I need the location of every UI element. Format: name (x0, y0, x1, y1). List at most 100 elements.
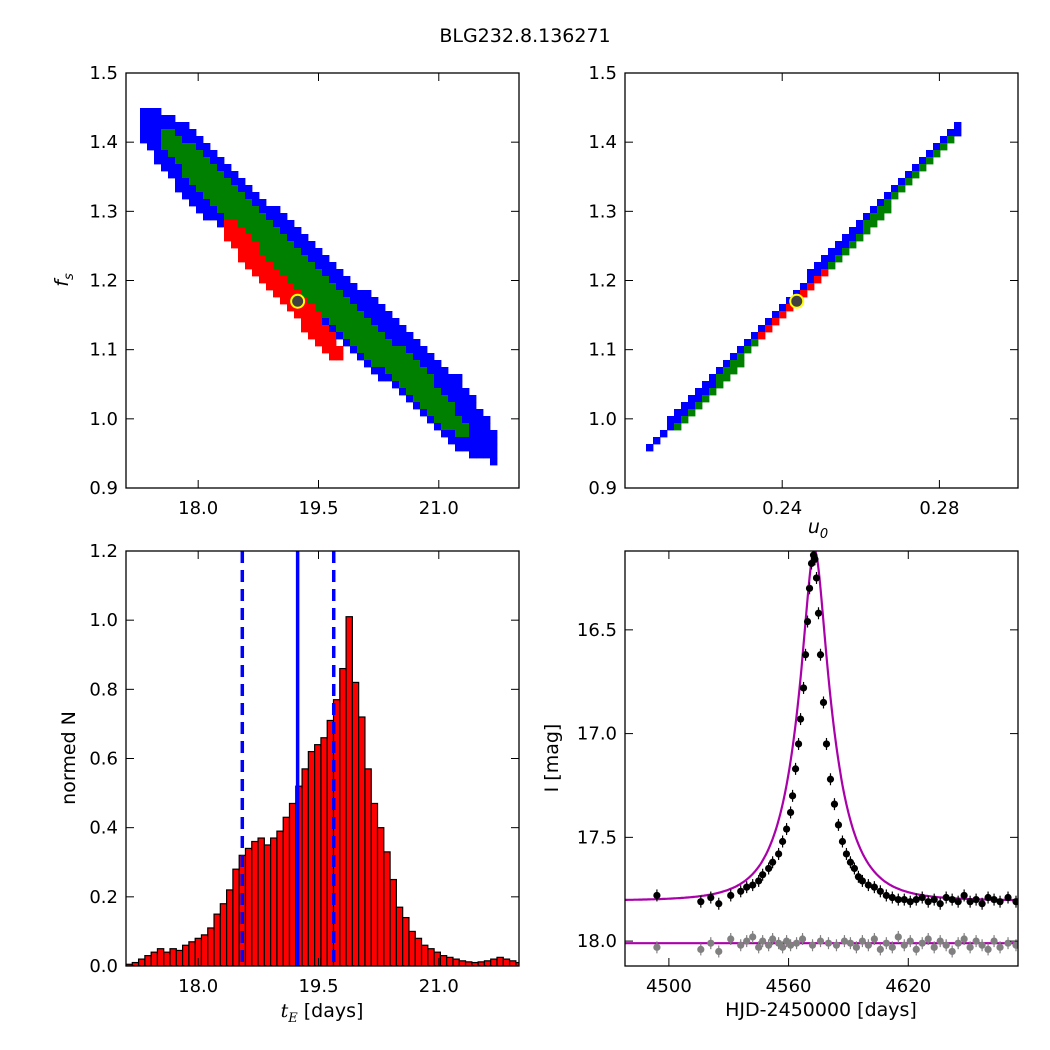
contour-cell (140, 136, 148, 144)
contour-cell (420, 409, 428, 417)
histogram-bar (288, 802, 297, 966)
contour-cell (947, 129, 955, 137)
y-tick-label: 16.5 (577, 620, 617, 641)
histogram-bar (314, 744, 322, 966)
contour-cell (161, 143, 169, 151)
contour-cell (427, 395, 435, 403)
contour-cell (476, 437, 484, 445)
contour-cell (287, 255, 295, 263)
contour-cell (175, 178, 183, 186)
contour-cell (469, 430, 477, 438)
histogram-bar (490, 958, 498, 966)
histogram-bar (207, 927, 215, 966)
data-point (727, 891, 735, 900)
contour-cell (954, 129, 962, 137)
residuals-point (894, 933, 902, 941)
contour-cell (301, 262, 309, 270)
contour-cell (175, 164, 183, 172)
contour-cell (758, 325, 766, 333)
contour-cell (266, 227, 274, 235)
contour-cell (189, 171, 197, 179)
contour-cell (413, 353, 421, 361)
contour-cell (182, 164, 190, 172)
histogram-bar (389, 878, 397, 966)
contour-cell (182, 171, 190, 179)
contour-cell (476, 451, 484, 459)
contour-cell (294, 248, 302, 256)
contour-cell (856, 234, 864, 242)
contour-cell (695, 388, 703, 396)
data-point (786, 808, 795, 817)
contour-cell (168, 164, 176, 172)
contour-cell (336, 269, 344, 277)
contour-cell (301, 248, 309, 256)
contour-cell (280, 255, 288, 263)
contour-cell (490, 458, 498, 466)
data-point (707, 893, 715, 902)
residuals-point (727, 935, 735, 943)
y-tick-label: 0.8 (89, 679, 118, 700)
contour-cell (378, 311, 386, 319)
contour-cell (308, 276, 316, 284)
contour-cell (371, 297, 379, 305)
y-tick-label: 18.0 (577, 931, 617, 952)
contour-cell (329, 269, 337, 277)
contour-cell (427, 360, 435, 368)
contour-cell (695, 395, 703, 403)
histogram-bar (232, 868, 240, 966)
contour-cell (154, 122, 162, 130)
contour-cell (399, 381, 407, 389)
contour-cell (252, 227, 260, 235)
contour-cell (336, 283, 344, 291)
contour-cell (786, 304, 794, 312)
fs-vs-u0-plot-area (646, 122, 962, 452)
contour-cell (399, 367, 407, 375)
contour-cell (273, 234, 281, 242)
contour-cell (427, 416, 435, 424)
contour-cell (154, 115, 162, 123)
contour-cell (266, 220, 274, 228)
contour-cell (301, 283, 309, 291)
data-point (996, 898, 1004, 906)
residuals-point (778, 943, 787, 951)
data-point (801, 651, 810, 659)
histogram-bar (156, 948, 165, 966)
contour-cell (252, 199, 260, 207)
contour-cell (469, 437, 477, 445)
contour-cell (224, 171, 232, 179)
contour-cell (490, 444, 498, 452)
contour-cell (406, 346, 414, 354)
contour-cell (252, 220, 260, 228)
residuals-point (972, 937, 980, 945)
contour-cell (462, 409, 470, 417)
data-point (743, 883, 751, 891)
tE-histogram-ylabel: normed N (58, 711, 80, 805)
contour-cell (814, 276, 822, 284)
contour-cell (322, 283, 330, 291)
y-tick-label: 1.0 (89, 409, 118, 430)
contour-cell (420, 374, 428, 382)
contour-cell (280, 213, 288, 221)
residuals-point (900, 941, 908, 949)
contour-cell (926, 150, 934, 158)
contour-cell (175, 150, 183, 158)
contour-cell (329, 346, 337, 354)
contour-cell (702, 388, 710, 396)
contour-cell (420, 360, 428, 368)
contour-cell (392, 360, 400, 368)
contour-cell (245, 199, 253, 207)
data-point (972, 896, 980, 904)
contour-cell (287, 283, 295, 291)
contour-cell (175, 136, 183, 144)
contour-cell (891, 185, 899, 193)
model-curve (625, 551, 1018, 902)
contour-cell (329, 297, 337, 305)
residuals-point (996, 943, 1004, 951)
contour-cell (308, 241, 316, 249)
histogram-bar (383, 851, 391, 966)
contour-cell (217, 171, 225, 179)
contour-cell (420, 346, 428, 354)
contour-cell (434, 374, 442, 382)
x-tick-label: 21.0 (419, 498, 459, 519)
contour-cell (315, 255, 323, 263)
